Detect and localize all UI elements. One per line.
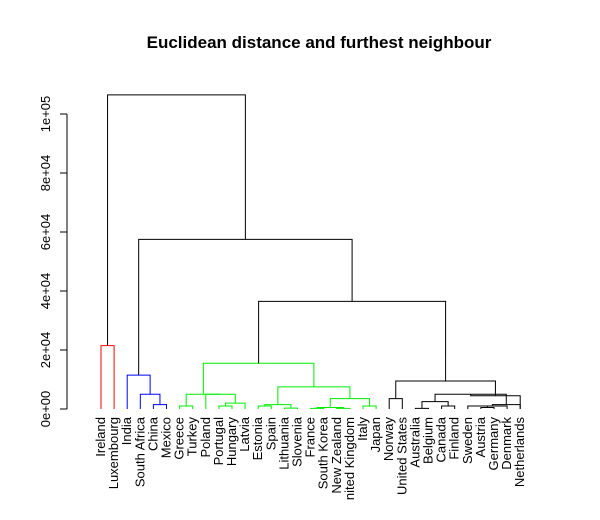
leaf-label: India xyxy=(119,416,134,445)
merge-link-m3 xyxy=(107,94,246,346)
y-tick-label: 4e+04 xyxy=(38,273,53,310)
merge-link-g9 xyxy=(310,407,325,409)
dendrogram-tree xyxy=(100,94,521,409)
leaf-label: Japan xyxy=(368,417,383,452)
merge-link-k8 xyxy=(491,404,521,409)
leaf-label: Canada xyxy=(434,416,449,462)
leaf-label: Greece xyxy=(172,417,187,460)
leaf-label: Netherlands xyxy=(512,417,527,488)
merge-link-k4 xyxy=(421,401,449,409)
merge-link-g4 xyxy=(205,393,236,409)
leaf-label: Portugal xyxy=(211,417,226,466)
leaf-label: Germany xyxy=(486,417,501,471)
leaf-label: Estonia xyxy=(250,416,265,460)
merge-link-g15 xyxy=(202,362,315,395)
y-tick-label: 8e+04 xyxy=(38,155,53,192)
y-axis: 0e+00 2e+04 4e+04 6e+04 8e+04 1e+05 xyxy=(38,96,68,428)
merge-link-k10 xyxy=(470,394,521,409)
merge-link-g10 xyxy=(336,407,351,409)
leaf-label: Austria xyxy=(473,416,488,457)
merge-link-g2 xyxy=(218,405,233,409)
leaf-label: Poland xyxy=(198,417,213,457)
merge-link-b1 xyxy=(152,404,167,409)
merge-link-k5 xyxy=(480,407,495,409)
leaf-label: Australia xyxy=(407,416,422,467)
y-tick-label: 1e+05 xyxy=(38,96,53,133)
merge-link-red1 xyxy=(100,345,115,409)
leaf-label: Turkey xyxy=(185,417,200,457)
leaf-label: Ireland xyxy=(93,417,108,457)
merge-link-g12 xyxy=(362,405,377,409)
merge-link-g1 xyxy=(179,405,194,409)
leaf-label: Slovenia xyxy=(290,416,305,467)
leaf-label: Luxembourg xyxy=(106,417,121,489)
merge-link-g5 xyxy=(185,393,221,407)
leaf-label: South Africa xyxy=(132,416,147,487)
leaf-label: Sweden xyxy=(460,417,475,464)
merge-link-k7 xyxy=(477,405,508,409)
merge-link-m1 xyxy=(258,300,447,364)
leaf-label: Hungary xyxy=(224,417,239,467)
leaf-label: China xyxy=(145,416,160,451)
leaf-label: New Zealand xyxy=(329,417,344,494)
merge-link-g14 xyxy=(277,386,351,405)
merge-link-b3 xyxy=(126,374,151,409)
leaf-label: United States xyxy=(394,417,409,496)
leaf-label: nited Kingdom xyxy=(342,417,357,500)
leaf-label: Latvia xyxy=(237,416,252,451)
leaf-label: Lithuania xyxy=(276,416,291,470)
merge-link-g6 xyxy=(257,405,272,409)
leaf-label: Denmark xyxy=(499,417,514,470)
chart-title: Euclidean distance and furthest neighbou… xyxy=(147,33,492,52)
merge-link-b2 xyxy=(139,393,161,409)
leaf-label: South Korea xyxy=(316,416,331,489)
merge-link-m2 xyxy=(138,238,353,376)
merge-link-k3 xyxy=(441,405,456,409)
y-tick-label: 0e+00 xyxy=(38,391,53,428)
leaf-label: Norway xyxy=(381,417,396,462)
merge-link-k2 xyxy=(414,407,429,409)
leaf-label: Italy xyxy=(355,417,370,441)
leaf-label: Finland xyxy=(447,417,462,460)
leaf-label: Spain xyxy=(263,417,278,450)
merge-link-g7 xyxy=(283,407,298,409)
leaf-label: Mexico xyxy=(159,417,174,458)
merge-link-k1 xyxy=(388,398,403,409)
y-tick-label: 2e+04 xyxy=(38,332,53,369)
leaf-label: France xyxy=(303,417,318,457)
leaf-label: Belgium xyxy=(421,417,436,464)
y-tick-label: 6e+04 xyxy=(38,214,53,251)
